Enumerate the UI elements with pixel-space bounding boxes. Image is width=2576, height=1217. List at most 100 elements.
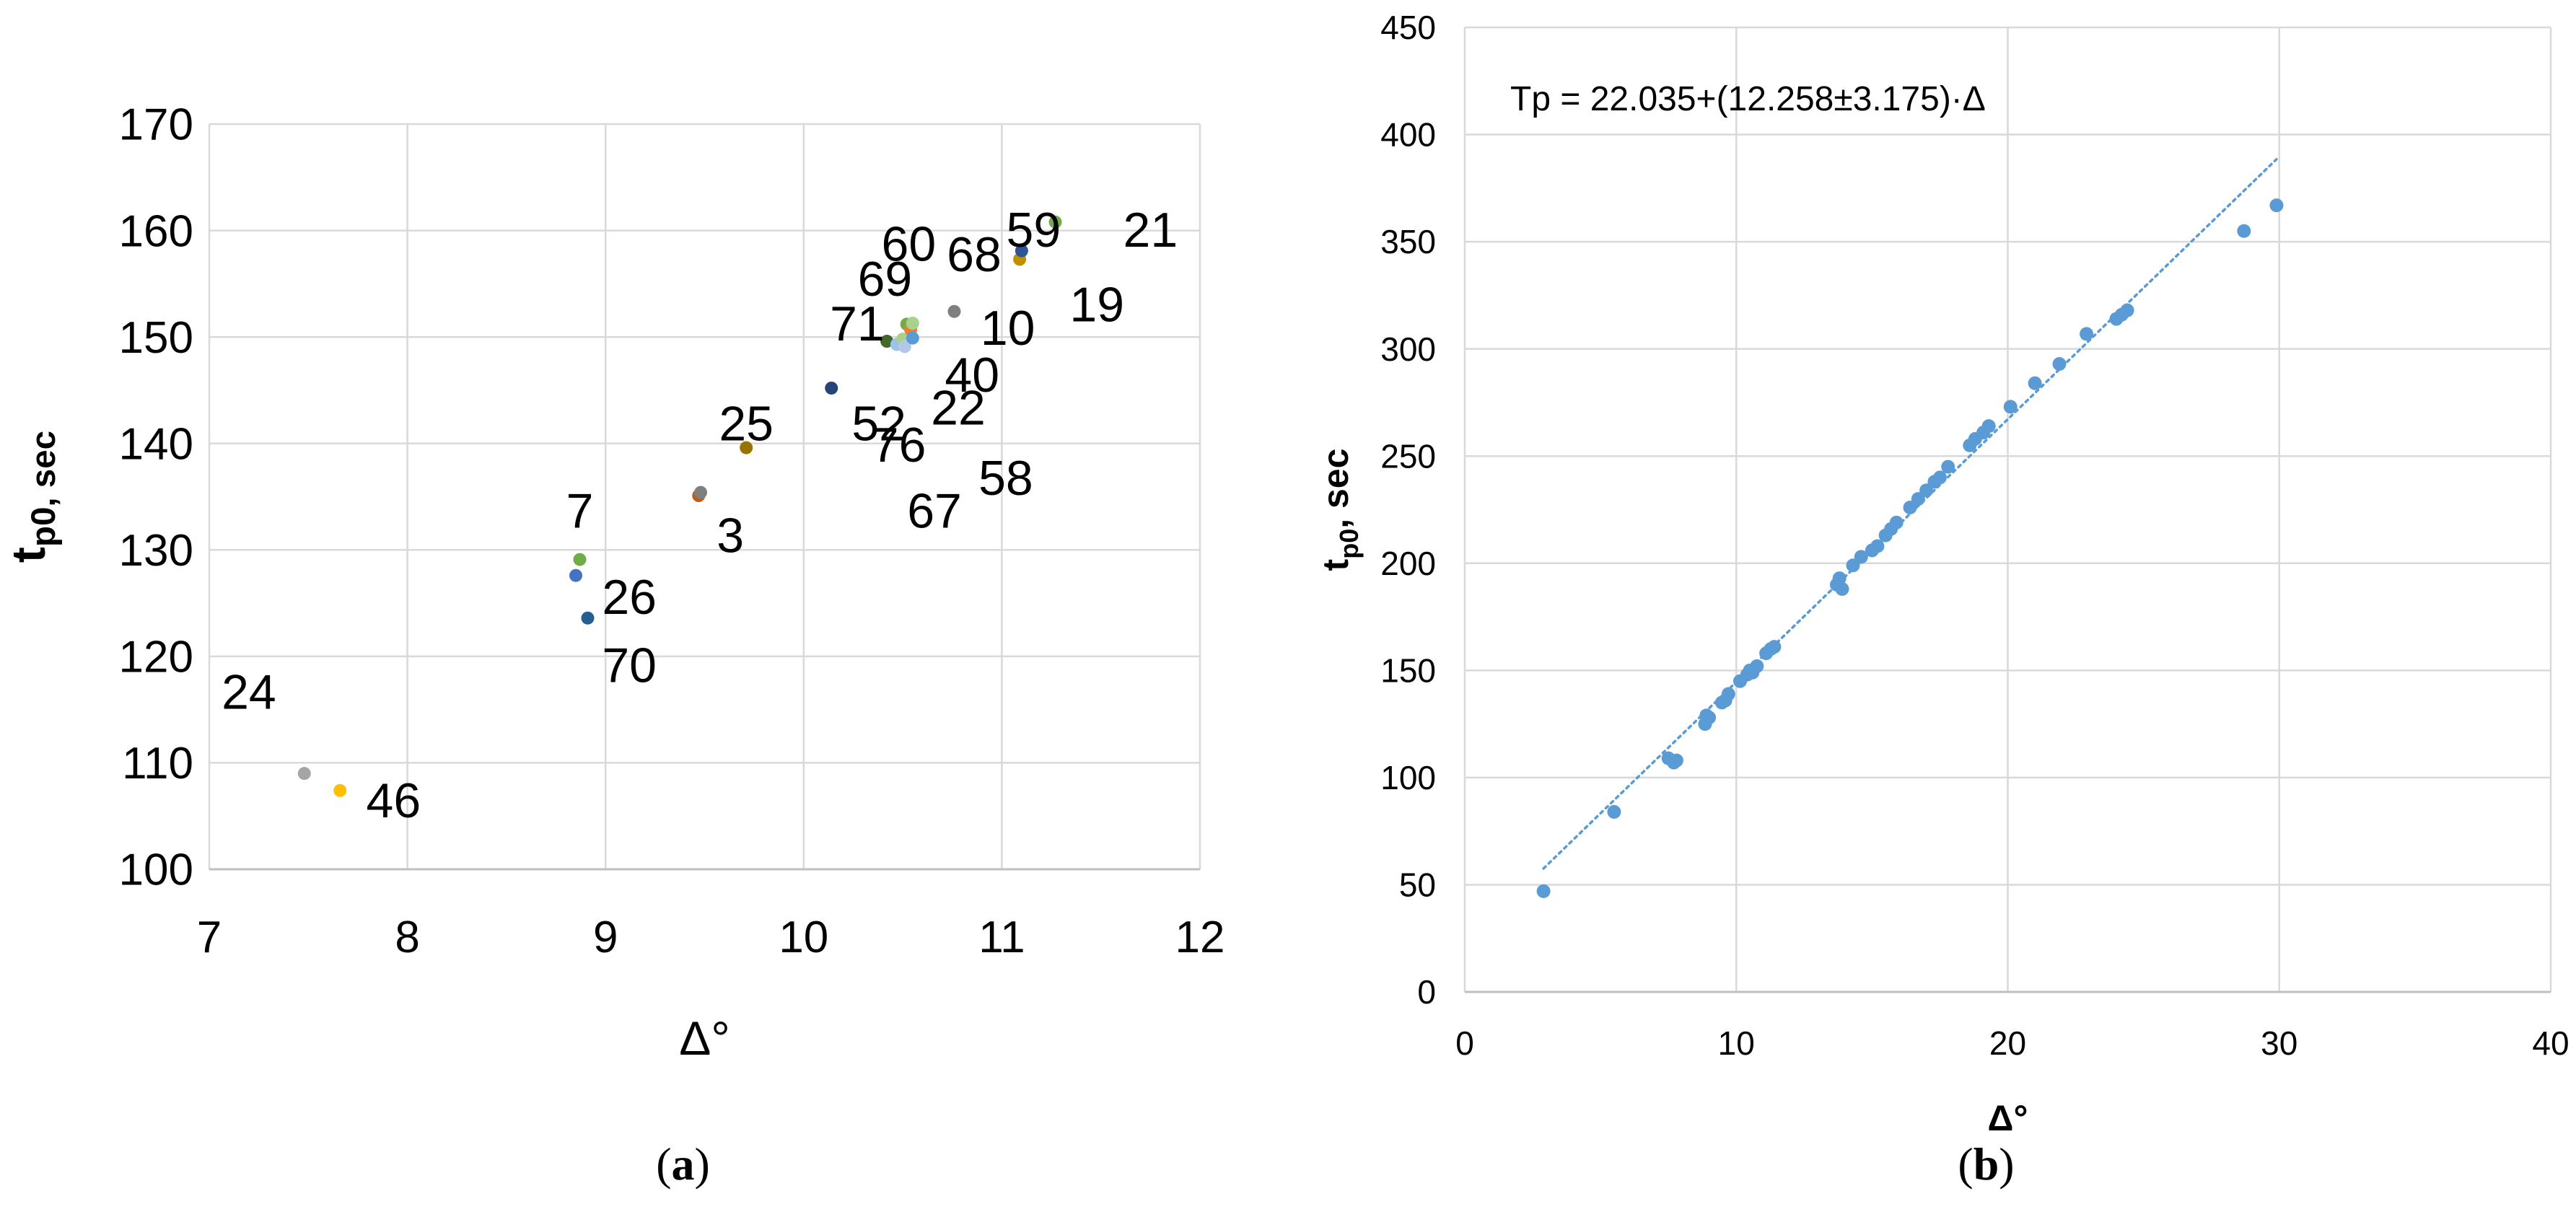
y-tick-label: 250 xyxy=(1380,437,1436,475)
point-label: 22 xyxy=(931,381,986,436)
point-label: 10 xyxy=(981,301,1035,356)
x-tick-label: 10 xyxy=(1718,1024,1755,1062)
data-point xyxy=(1870,539,1885,553)
panel-label: (a) xyxy=(656,1138,710,1190)
y-tick-label: 100 xyxy=(119,845,193,895)
point-label: 58 xyxy=(978,451,1033,506)
data-point xyxy=(1536,884,1551,898)
data-point xyxy=(880,335,894,348)
x-tick-label: 8 xyxy=(395,913,419,962)
data-point xyxy=(333,783,347,797)
point-label: 19 xyxy=(1069,277,1124,332)
point-label: 24 xyxy=(222,665,276,720)
data-point xyxy=(297,767,311,781)
data-point xyxy=(1854,550,1868,564)
y-tick-label: 150 xyxy=(1380,651,1436,689)
x-tick-label: 12 xyxy=(1175,913,1225,962)
y-tick-label: 150 xyxy=(119,313,193,363)
x-tick-label: 0 xyxy=(1455,1024,1474,1062)
data-point xyxy=(1835,581,1849,596)
trend-line xyxy=(1542,157,2278,870)
point-label: 71 xyxy=(830,296,885,351)
y-tick-label: 0 xyxy=(1417,973,1436,1011)
data-point xyxy=(906,331,919,345)
panel-label-open: ( xyxy=(1958,1138,1973,1190)
y-tick-label: 120 xyxy=(119,633,193,682)
x-axis-title: Δ° xyxy=(1988,1098,2028,1138)
point-label: 68 xyxy=(947,227,1002,282)
data-point xyxy=(2120,303,2134,317)
data-point xyxy=(581,611,595,625)
data-point xyxy=(1048,215,1062,229)
data-point xyxy=(1889,515,1903,530)
data-point xyxy=(1721,687,1735,701)
y-tick-label: 130 xyxy=(119,526,193,576)
panel-label-close: ) xyxy=(1999,1138,2014,1190)
y-tick-label: 300 xyxy=(1380,330,1436,368)
x-tick-label: 9 xyxy=(593,913,618,962)
point-label: 46 xyxy=(367,773,421,828)
data-point xyxy=(1015,244,1028,258)
y-axis-title-main: t xyxy=(1315,558,1356,571)
data-point xyxy=(2028,376,2042,390)
y-tick-label: 400 xyxy=(1380,116,1436,154)
y-tick-label: 160 xyxy=(119,206,193,256)
data-point xyxy=(1911,492,1925,506)
data-point xyxy=(2003,400,2018,414)
x-tick-label: 10 xyxy=(779,913,828,962)
y-tick-label: 350 xyxy=(1380,223,1436,260)
point-label: 25 xyxy=(719,397,774,452)
point-label: 67 xyxy=(907,484,962,539)
data-point xyxy=(2052,356,2067,371)
equation-annotation: Tp = 22.035+(12.258±3.175)·Δ xyxy=(1510,80,1986,118)
y-tick-label: 170 xyxy=(119,100,193,150)
x-tick-label: 40 xyxy=(2532,1024,2569,1062)
point-label: 7 xyxy=(566,484,594,539)
y-tick-label: 450 xyxy=(1380,9,1436,46)
data-point xyxy=(2269,198,2284,213)
point-label: 3 xyxy=(717,509,744,563)
data-point xyxy=(825,381,838,395)
chart-a: 7 8 9 10 11 121001101201301401501601702446726… xyxy=(1,100,1225,1190)
panel-label-letter: a xyxy=(672,1138,695,1190)
x-tick-label: 11 xyxy=(978,913,1025,962)
data-point xyxy=(1932,470,1947,485)
data-point xyxy=(1702,711,1717,725)
point-label: 76 xyxy=(872,418,926,473)
y-axis-title-main: t xyxy=(1,547,55,563)
data-point xyxy=(1903,501,1917,515)
y-tick-label: 110 xyxy=(122,739,193,788)
panel-label-close: ) xyxy=(695,1138,710,1190)
data-point xyxy=(1941,460,1955,474)
data-point xyxy=(569,568,583,582)
data-point xyxy=(1846,558,1860,573)
x-tick-label: 7 xyxy=(197,913,222,962)
point-label: 70 xyxy=(602,638,657,693)
point-label: 59 xyxy=(1007,203,1061,258)
data-point xyxy=(947,304,961,318)
y-axis-title-sub: p0, sec xyxy=(25,431,63,547)
point-label: 21 xyxy=(1123,203,1178,258)
data-point xyxy=(906,316,919,330)
point-label: 69 xyxy=(858,252,913,307)
y-axis-title-sub: p0 xyxy=(1334,529,1364,559)
y-tick-label: 100 xyxy=(1380,759,1436,796)
panel-label: (b) xyxy=(1958,1138,2014,1190)
x-tick-label: 20 xyxy=(1989,1024,2026,1062)
data-point xyxy=(1607,804,1621,819)
x-tick-label: 30 xyxy=(2261,1024,2297,1062)
data-point xyxy=(1919,483,1934,498)
panel-label-open: ( xyxy=(656,1138,671,1190)
point-label: 40 xyxy=(945,348,999,403)
data-point xyxy=(898,340,911,353)
data-point xyxy=(1981,419,1996,434)
y-axis-title: tp0, sec xyxy=(1315,449,1364,571)
panel-label-letter: b xyxy=(1973,1138,1999,1190)
data-point xyxy=(573,553,587,566)
data-point xyxy=(2237,224,2251,238)
y-axis-title: tp0, sec xyxy=(1,431,63,563)
point-label: 60 xyxy=(882,216,937,271)
data-point xyxy=(1832,571,1846,586)
